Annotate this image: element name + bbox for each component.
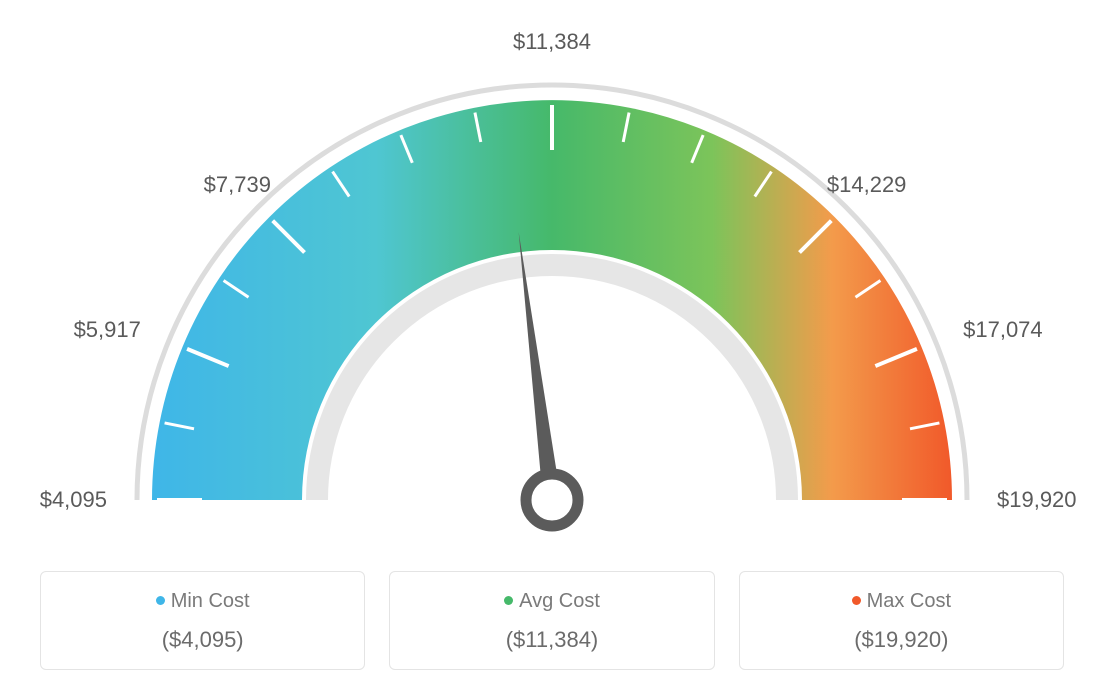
legend-title-text: Min Cost [171,590,250,612]
gauge-scale-label: $11,384 [513,29,591,55]
legend-dot-icon [156,596,165,605]
gauge-needle-hub [526,474,578,526]
chart-container: $4,095 $5,917 $7,739 $11,384 $14,229 $17,074 $… [0,0,1104,690]
gauge-svg [0,20,1104,560]
gauge-scale-label: $4,095 [40,487,107,513]
legend-card: Min Cost ($4,095) [40,571,365,670]
gauge-scale-label: $19,920 [997,487,1077,513]
legend-value: ($19,920) [750,627,1053,653]
legend-title-text: Max Cost [867,590,951,612]
legend-dot-icon [504,596,513,605]
legend-title: Max Cost [750,590,1053,613]
gauge-scale-label: $14,229 [827,172,907,198]
gauge-color-arc [152,100,952,500]
legend-row: Min Cost ($4,095) Avg Cost ($11,384) Max Cos… [40,571,1064,670]
gauge-area: $4,095 $5,917 $7,739 $11,384 $14,229 $17,074 $… [0,0,1104,540]
legend-card: Max Cost ($19,920) [739,571,1064,670]
gauge-scale-label: $7,739 [204,172,271,198]
legend-value: ($4,095) [51,627,354,653]
legend-dot-icon [852,596,861,605]
legend-card: Avg Cost ($11,384) [389,571,714,670]
legend-title: Avg Cost [400,590,703,613]
legend-value: ($11,384) [400,627,703,653]
legend-title-text: Avg Cost [519,590,600,612]
gauge-scale-label: $5,917 [74,317,141,343]
gauge-scale-label: $17,074 [963,317,1043,343]
legend-title: Min Cost [51,590,354,613]
